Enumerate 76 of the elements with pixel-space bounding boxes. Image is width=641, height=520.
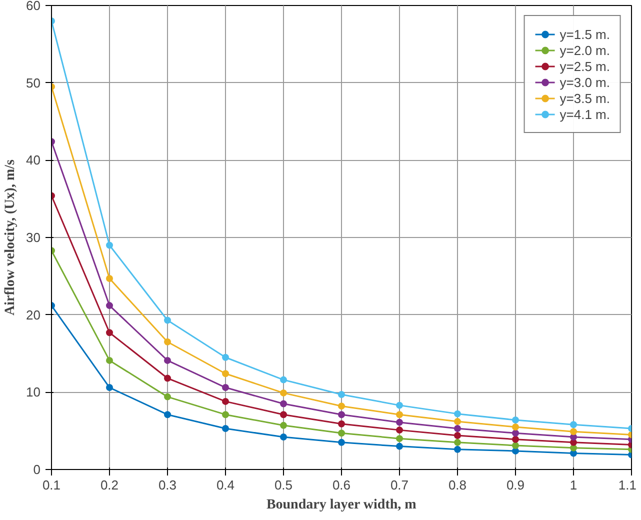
point <box>164 411 171 418</box>
point <box>280 376 287 384</box>
x-tick-label: 0.9 <box>506 478 525 492</box>
point <box>338 402 345 410</box>
y-tick-label: 40 <box>26 152 41 168</box>
point <box>280 422 287 429</box>
point <box>106 356 113 364</box>
point <box>570 428 577 436</box>
point <box>106 384 113 392</box>
point <box>454 425 461 432</box>
y-tick-label: 60 <box>26 0 41 13</box>
point <box>222 398 229 405</box>
point <box>512 423 519 430</box>
x-axis-title: Boundary layer width, m <box>266 498 417 512</box>
point <box>280 389 287 396</box>
point <box>222 384 229 392</box>
point <box>396 402 403 409</box>
point <box>280 411 287 418</box>
point <box>338 390 345 398</box>
point <box>106 302 113 310</box>
point <box>396 426 403 434</box>
legend-label: y=3.0 m. <box>560 74 610 90</box>
x-tick-label: 0.2 <box>100 478 119 492</box>
y-tick-label: 10 <box>26 384 41 400</box>
point <box>454 446 461 453</box>
x-tick-label: 0.1 <box>42 478 61 492</box>
point <box>222 370 229 378</box>
point <box>512 436 519 443</box>
point <box>222 411 229 418</box>
point <box>106 329 113 336</box>
y-axis-title: Airflow velocity, (Ux), m/s <box>3 158 18 316</box>
y-tick-label: 0 <box>33 462 41 477</box>
point <box>396 411 403 418</box>
point <box>222 354 229 361</box>
legend-label: y=1.5 m. <box>560 26 610 42</box>
x-tick-label: 0.5 <box>274 478 293 492</box>
legend-label: y=3.5 m. <box>560 90 610 106</box>
point <box>512 416 519 424</box>
point <box>280 400 287 408</box>
legend-label: y=4.1 m. <box>560 106 610 122</box>
x-tick-label: 0.4 <box>216 478 235 492</box>
x-tick-label: 1.1 <box>618 478 637 492</box>
point <box>454 432 461 439</box>
y-tick-label: 20 <box>26 307 41 322</box>
legend-label: y=2.0 m. <box>560 42 610 58</box>
point <box>570 421 577 428</box>
point <box>396 418 403 426</box>
x-tick-label: 0.6 <box>332 478 351 492</box>
point <box>512 430 519 437</box>
point <box>164 338 171 346</box>
point <box>106 274 113 282</box>
x-tick-label: 1 <box>570 478 578 492</box>
point <box>512 442 519 450</box>
x-tick-label: 0.7 <box>390 478 409 492</box>
point <box>396 435 403 442</box>
y-tick-label: 30 <box>26 230 41 245</box>
point <box>338 420 345 428</box>
x-tick-label: 0.3 <box>158 478 177 492</box>
point <box>454 438 461 446</box>
point <box>454 410 461 418</box>
x-tick-label: 0.8 <box>448 478 467 492</box>
point <box>164 374 171 382</box>
point <box>106 242 113 249</box>
point <box>338 430 345 437</box>
point <box>454 418 461 426</box>
point <box>338 438 345 446</box>
point <box>396 442 403 450</box>
point <box>222 425 229 432</box>
point <box>164 393 171 400</box>
point <box>338 411 345 418</box>
point <box>164 316 171 324</box>
legend-label: y=2.5 m. <box>560 58 610 74</box>
point <box>164 356 171 364</box>
point <box>570 434 577 441</box>
y-tick-label: 50 <box>26 75 41 90</box>
point <box>280 434 287 441</box>
